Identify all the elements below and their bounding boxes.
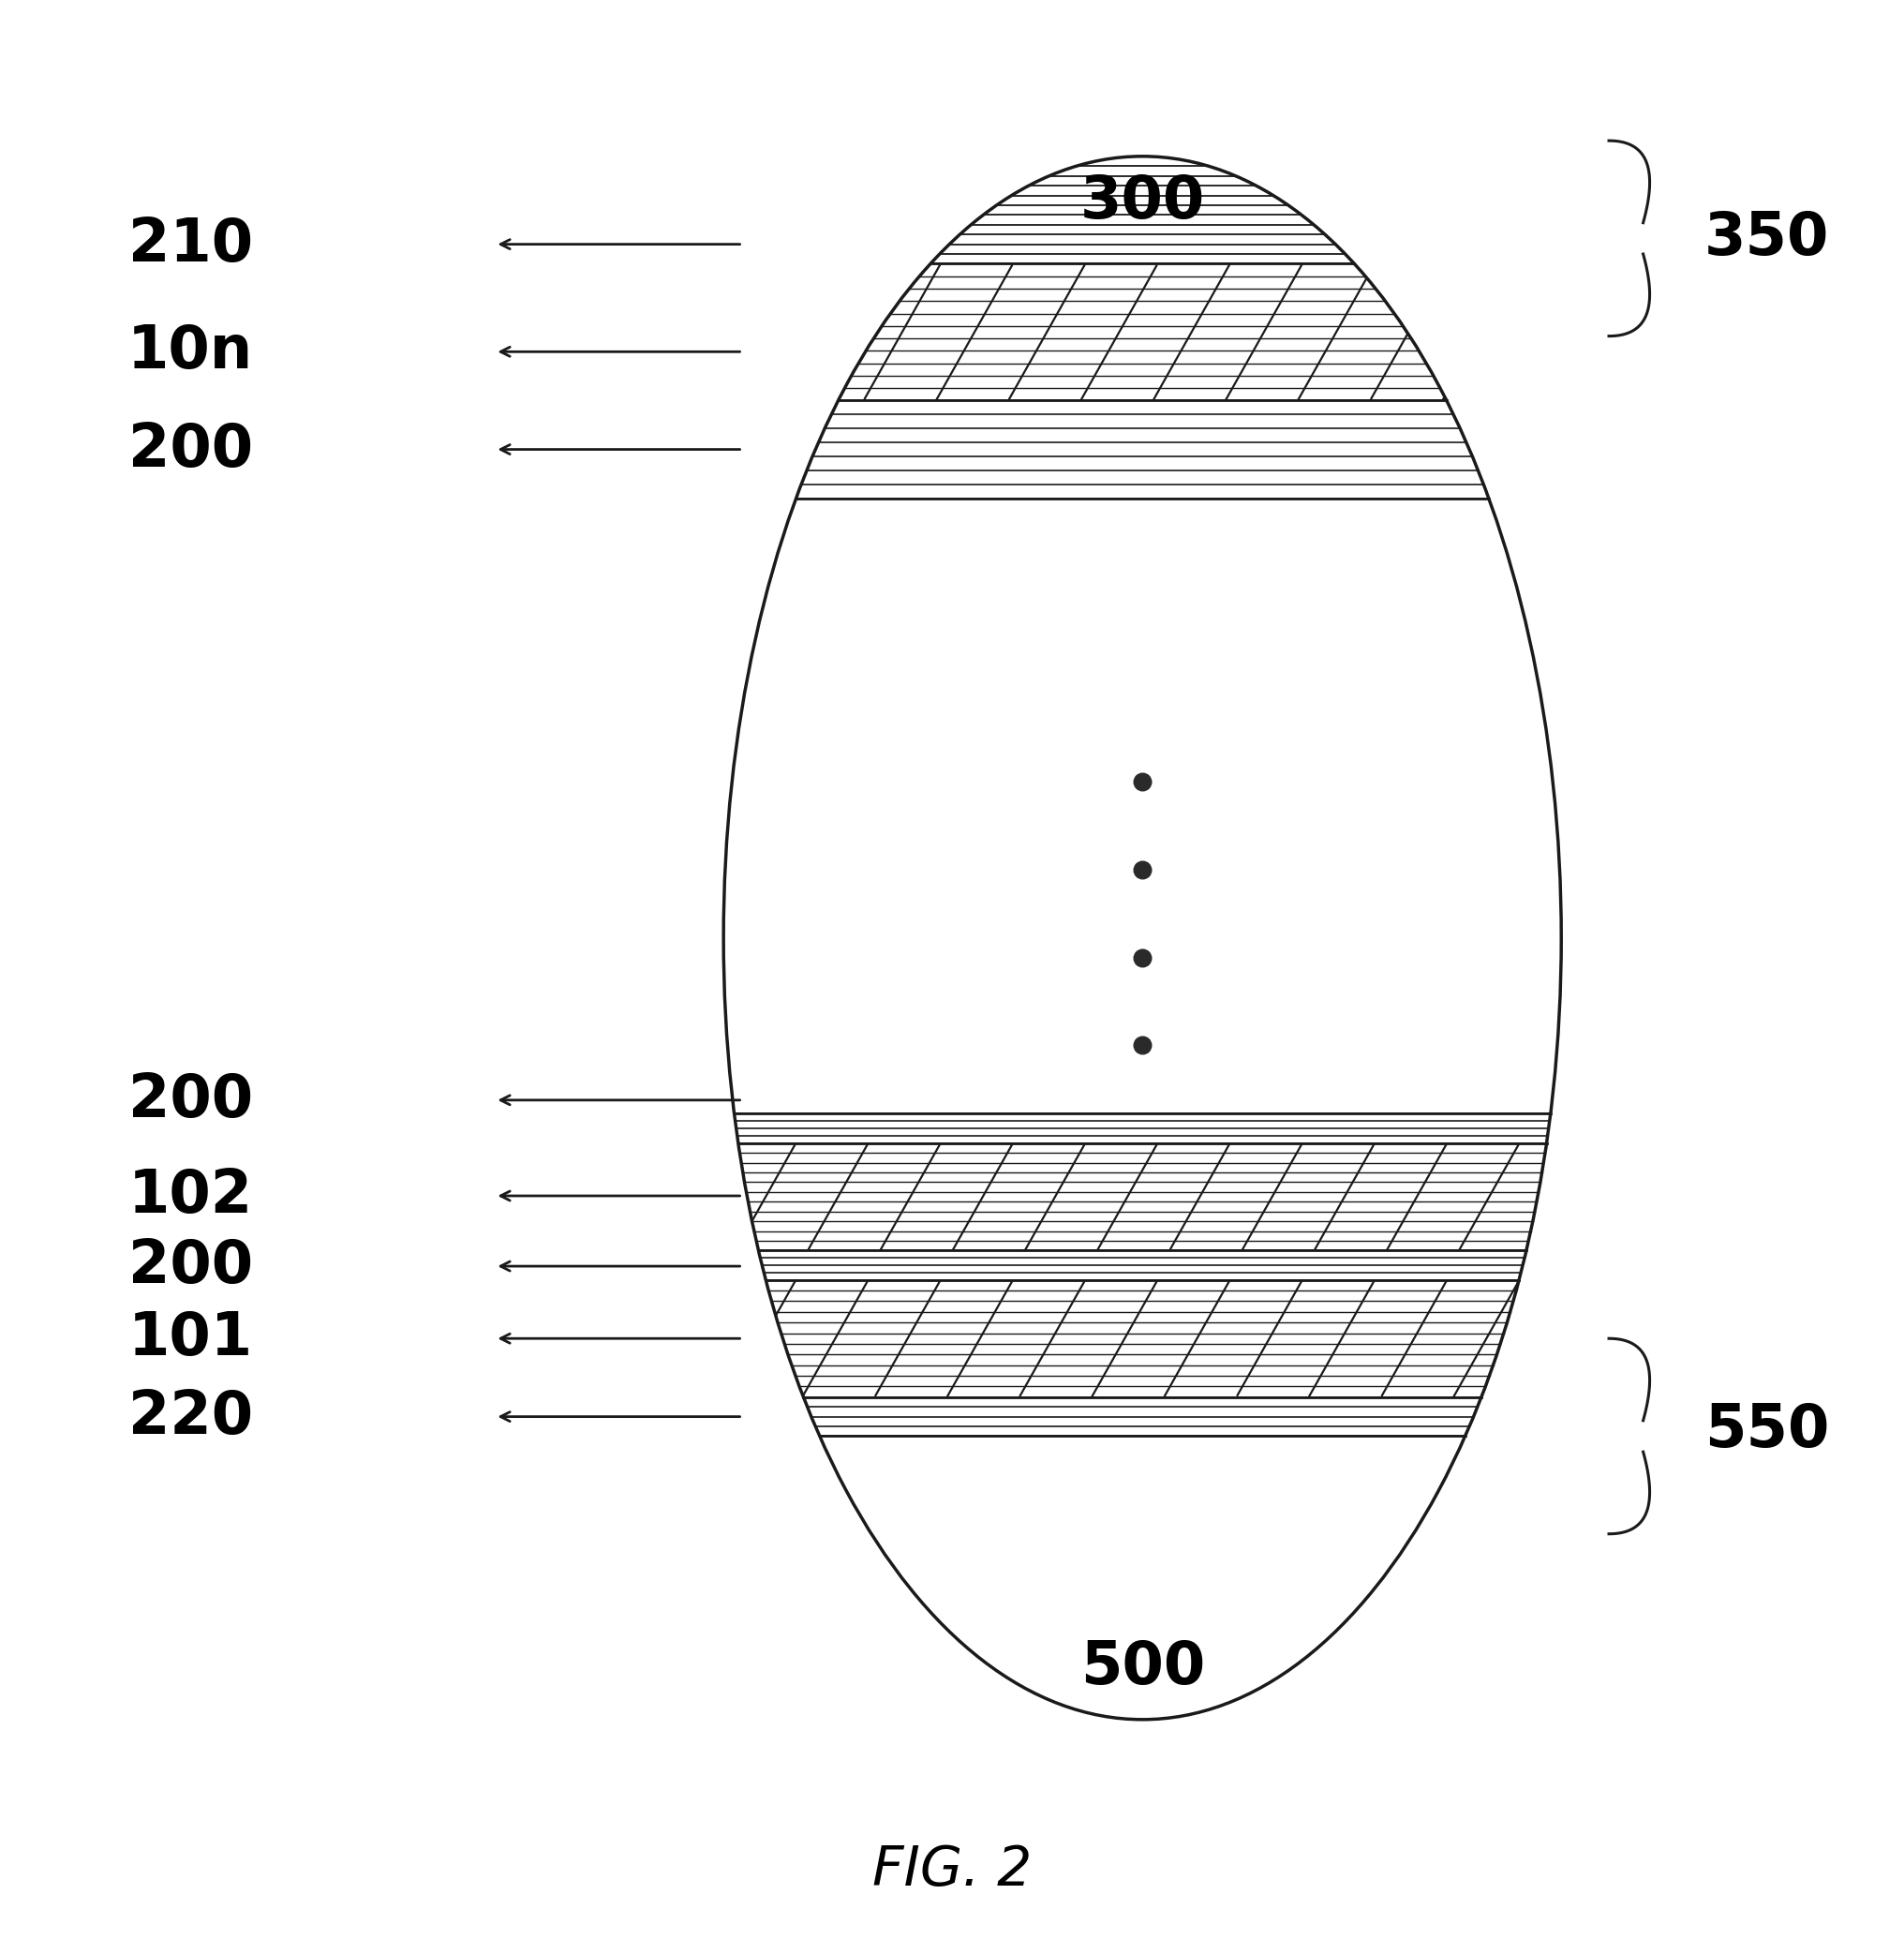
Text: 10n: 10n xyxy=(128,322,253,381)
Text: 300: 300 xyxy=(1080,172,1205,231)
Point xyxy=(1127,766,1158,797)
Text: 101: 101 xyxy=(128,1309,253,1368)
Point xyxy=(1127,1030,1158,1061)
Text: 350: 350 xyxy=(1704,209,1830,268)
Text: FIG. 2: FIG. 2 xyxy=(872,1843,1032,1897)
Text: 200: 200 xyxy=(128,1071,253,1129)
Point xyxy=(1127,854,1158,885)
Text: 200: 200 xyxy=(128,1237,253,1296)
Text: 210: 210 xyxy=(128,215,253,274)
Point xyxy=(1127,942,1158,973)
Text: 500: 500 xyxy=(1080,1637,1205,1696)
Text: 220: 220 xyxy=(128,1387,253,1446)
Text: 200: 200 xyxy=(128,420,253,479)
Text: 102: 102 xyxy=(128,1167,253,1225)
Text: 550: 550 xyxy=(1704,1401,1830,1460)
